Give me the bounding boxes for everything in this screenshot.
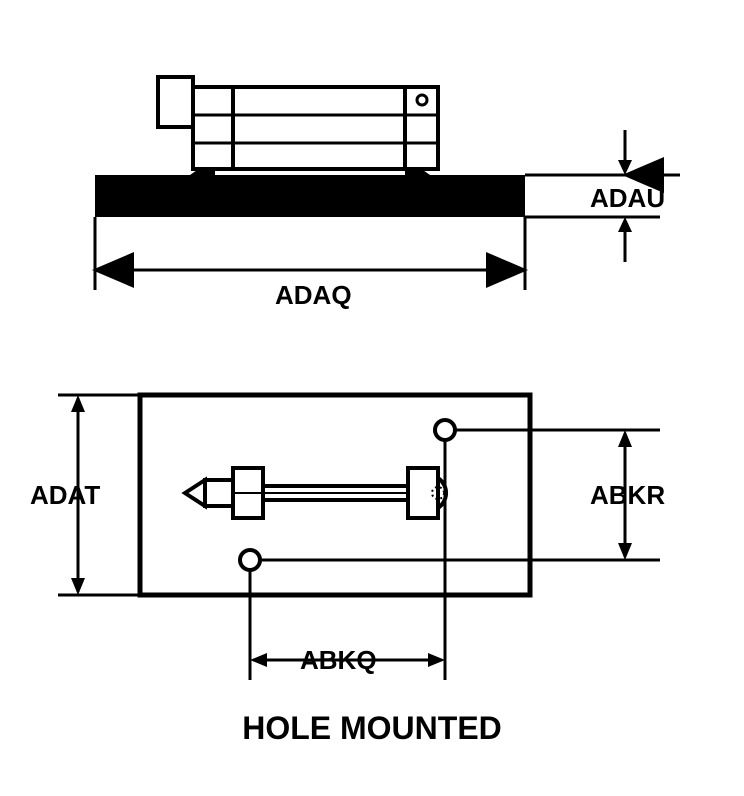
label-abkr: ABKR	[590, 480, 665, 511]
label-adau: ADAU	[590, 183, 665, 214]
diagram-svg	[0, 0, 744, 796]
label-adaq: ADAQ	[275, 280, 352, 311]
label-adat: ADAT	[30, 480, 100, 511]
diagram-root: ADAQ ADAU ADAT ABKR ABKQ HOLE MOUNTED	[0, 0, 744, 796]
top-view	[58, 395, 660, 680]
label-abkq: ABKQ	[300, 645, 377, 676]
diagram-title: HOLE MOUNTED	[0, 710, 744, 747]
